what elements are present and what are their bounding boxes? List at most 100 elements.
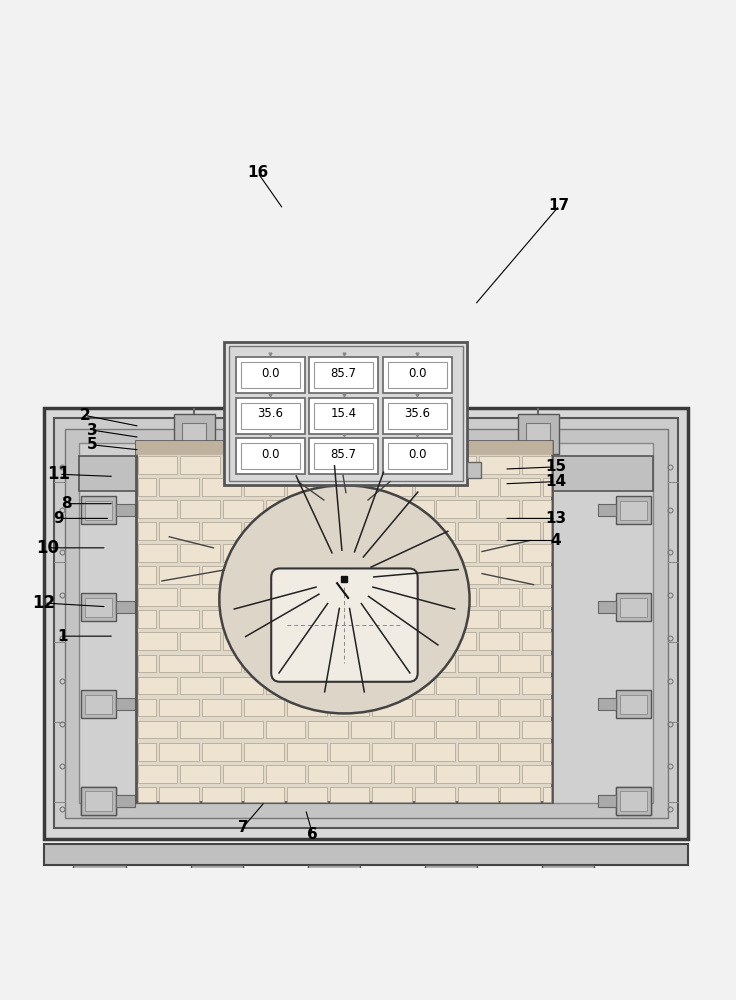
Bar: [598, 504, 616, 516]
Bar: [202, 610, 241, 628]
Bar: [543, 699, 551, 716]
Bar: [330, 787, 369, 802]
Bar: [244, 743, 284, 761]
Bar: [287, 699, 327, 716]
Bar: [394, 721, 434, 738]
Bar: [500, 699, 540, 716]
Bar: [159, 655, 199, 672]
Bar: [81, 690, 116, 718]
Bar: [383, 438, 452, 474]
Bar: [330, 743, 369, 761]
Bar: [202, 655, 241, 672]
Bar: [372, 699, 412, 716]
Bar: [415, 787, 455, 802]
Bar: [138, 677, 177, 694]
Bar: [458, 787, 498, 802]
Bar: [309, 438, 378, 474]
Text: 1: 1: [57, 629, 68, 644]
Text: 11: 11: [47, 465, 71, 483]
Bar: [266, 588, 305, 606]
Text: 13: 13: [545, 511, 566, 526]
Bar: [244, 699, 284, 716]
Bar: [517, 414, 559, 454]
Text: 7: 7: [238, 820, 248, 835]
Bar: [85, 695, 112, 714]
Text: 10: 10: [36, 539, 60, 557]
Bar: [202, 699, 241, 716]
Bar: [522, 500, 551, 518]
Bar: [202, 787, 241, 802]
Bar: [180, 765, 220, 783]
Bar: [180, 588, 220, 606]
Bar: [81, 787, 116, 815]
Bar: [236, 357, 305, 393]
Bar: [138, 787, 156, 802]
Text: 5: 5: [87, 437, 97, 452]
Bar: [543, 478, 551, 496]
Bar: [415, 655, 455, 672]
Bar: [244, 478, 284, 496]
Bar: [138, 456, 177, 474]
Bar: [330, 655, 369, 672]
Bar: [287, 478, 327, 496]
Bar: [79, 456, 653, 491]
Bar: [266, 456, 305, 474]
Bar: [174, 414, 215, 454]
Bar: [138, 544, 177, 562]
Bar: [479, 544, 519, 562]
Bar: [65, 429, 668, 818]
Bar: [415, 566, 455, 584]
Bar: [543, 610, 551, 628]
Bar: [116, 504, 135, 516]
Bar: [479, 677, 519, 694]
Bar: [436, 588, 476, 606]
Bar: [616, 593, 651, 621]
Bar: [287, 566, 327, 584]
Bar: [159, 566, 199, 584]
Text: 15: 15: [545, 459, 566, 474]
Bar: [223, 677, 263, 694]
Bar: [394, 456, 434, 474]
Bar: [244, 522, 284, 540]
Bar: [330, 566, 369, 584]
Bar: [159, 522, 199, 540]
Text: 17: 17: [549, 198, 570, 213]
Bar: [351, 765, 391, 783]
Bar: [314, 403, 373, 429]
Bar: [500, 787, 540, 802]
Bar: [500, 522, 540, 540]
Bar: [138, 743, 156, 761]
Bar: [351, 500, 391, 518]
Bar: [136, 441, 552, 454]
Bar: [266, 677, 305, 694]
Bar: [116, 795, 135, 807]
Text: 0.0: 0.0: [408, 448, 427, 460]
Bar: [500, 566, 540, 584]
Bar: [308, 865, 361, 881]
Bar: [180, 500, 220, 518]
Bar: [308, 765, 348, 783]
Bar: [202, 743, 241, 761]
Bar: [79, 443, 653, 803]
Bar: [522, 765, 551, 783]
Bar: [620, 791, 647, 811]
Bar: [54, 418, 678, 828]
Bar: [522, 588, 551, 606]
Bar: [458, 610, 498, 628]
Bar: [436, 632, 476, 650]
Bar: [372, 478, 412, 496]
Text: 4: 4: [551, 533, 561, 548]
FancyBboxPatch shape: [271, 568, 418, 682]
Bar: [394, 500, 434, 518]
Bar: [388, 362, 447, 388]
Bar: [85, 598, 112, 617]
Bar: [436, 456, 476, 474]
Bar: [138, 632, 177, 650]
Bar: [351, 677, 391, 694]
Bar: [598, 601, 616, 613]
Bar: [616, 496, 651, 524]
Bar: [138, 566, 156, 584]
Bar: [351, 588, 391, 606]
Bar: [415, 699, 455, 716]
Text: 3: 3: [87, 423, 97, 438]
